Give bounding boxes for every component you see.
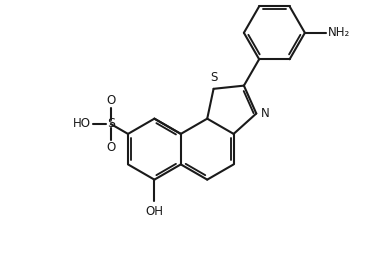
Text: O: O (106, 141, 115, 154)
Text: HO: HO (73, 118, 91, 130)
Text: NH₂: NH₂ (329, 26, 351, 39)
Text: S: S (107, 118, 115, 130)
Text: N: N (261, 107, 270, 120)
Text: OH: OH (146, 205, 163, 218)
Text: O: O (106, 94, 115, 107)
Text: S: S (210, 71, 217, 84)
